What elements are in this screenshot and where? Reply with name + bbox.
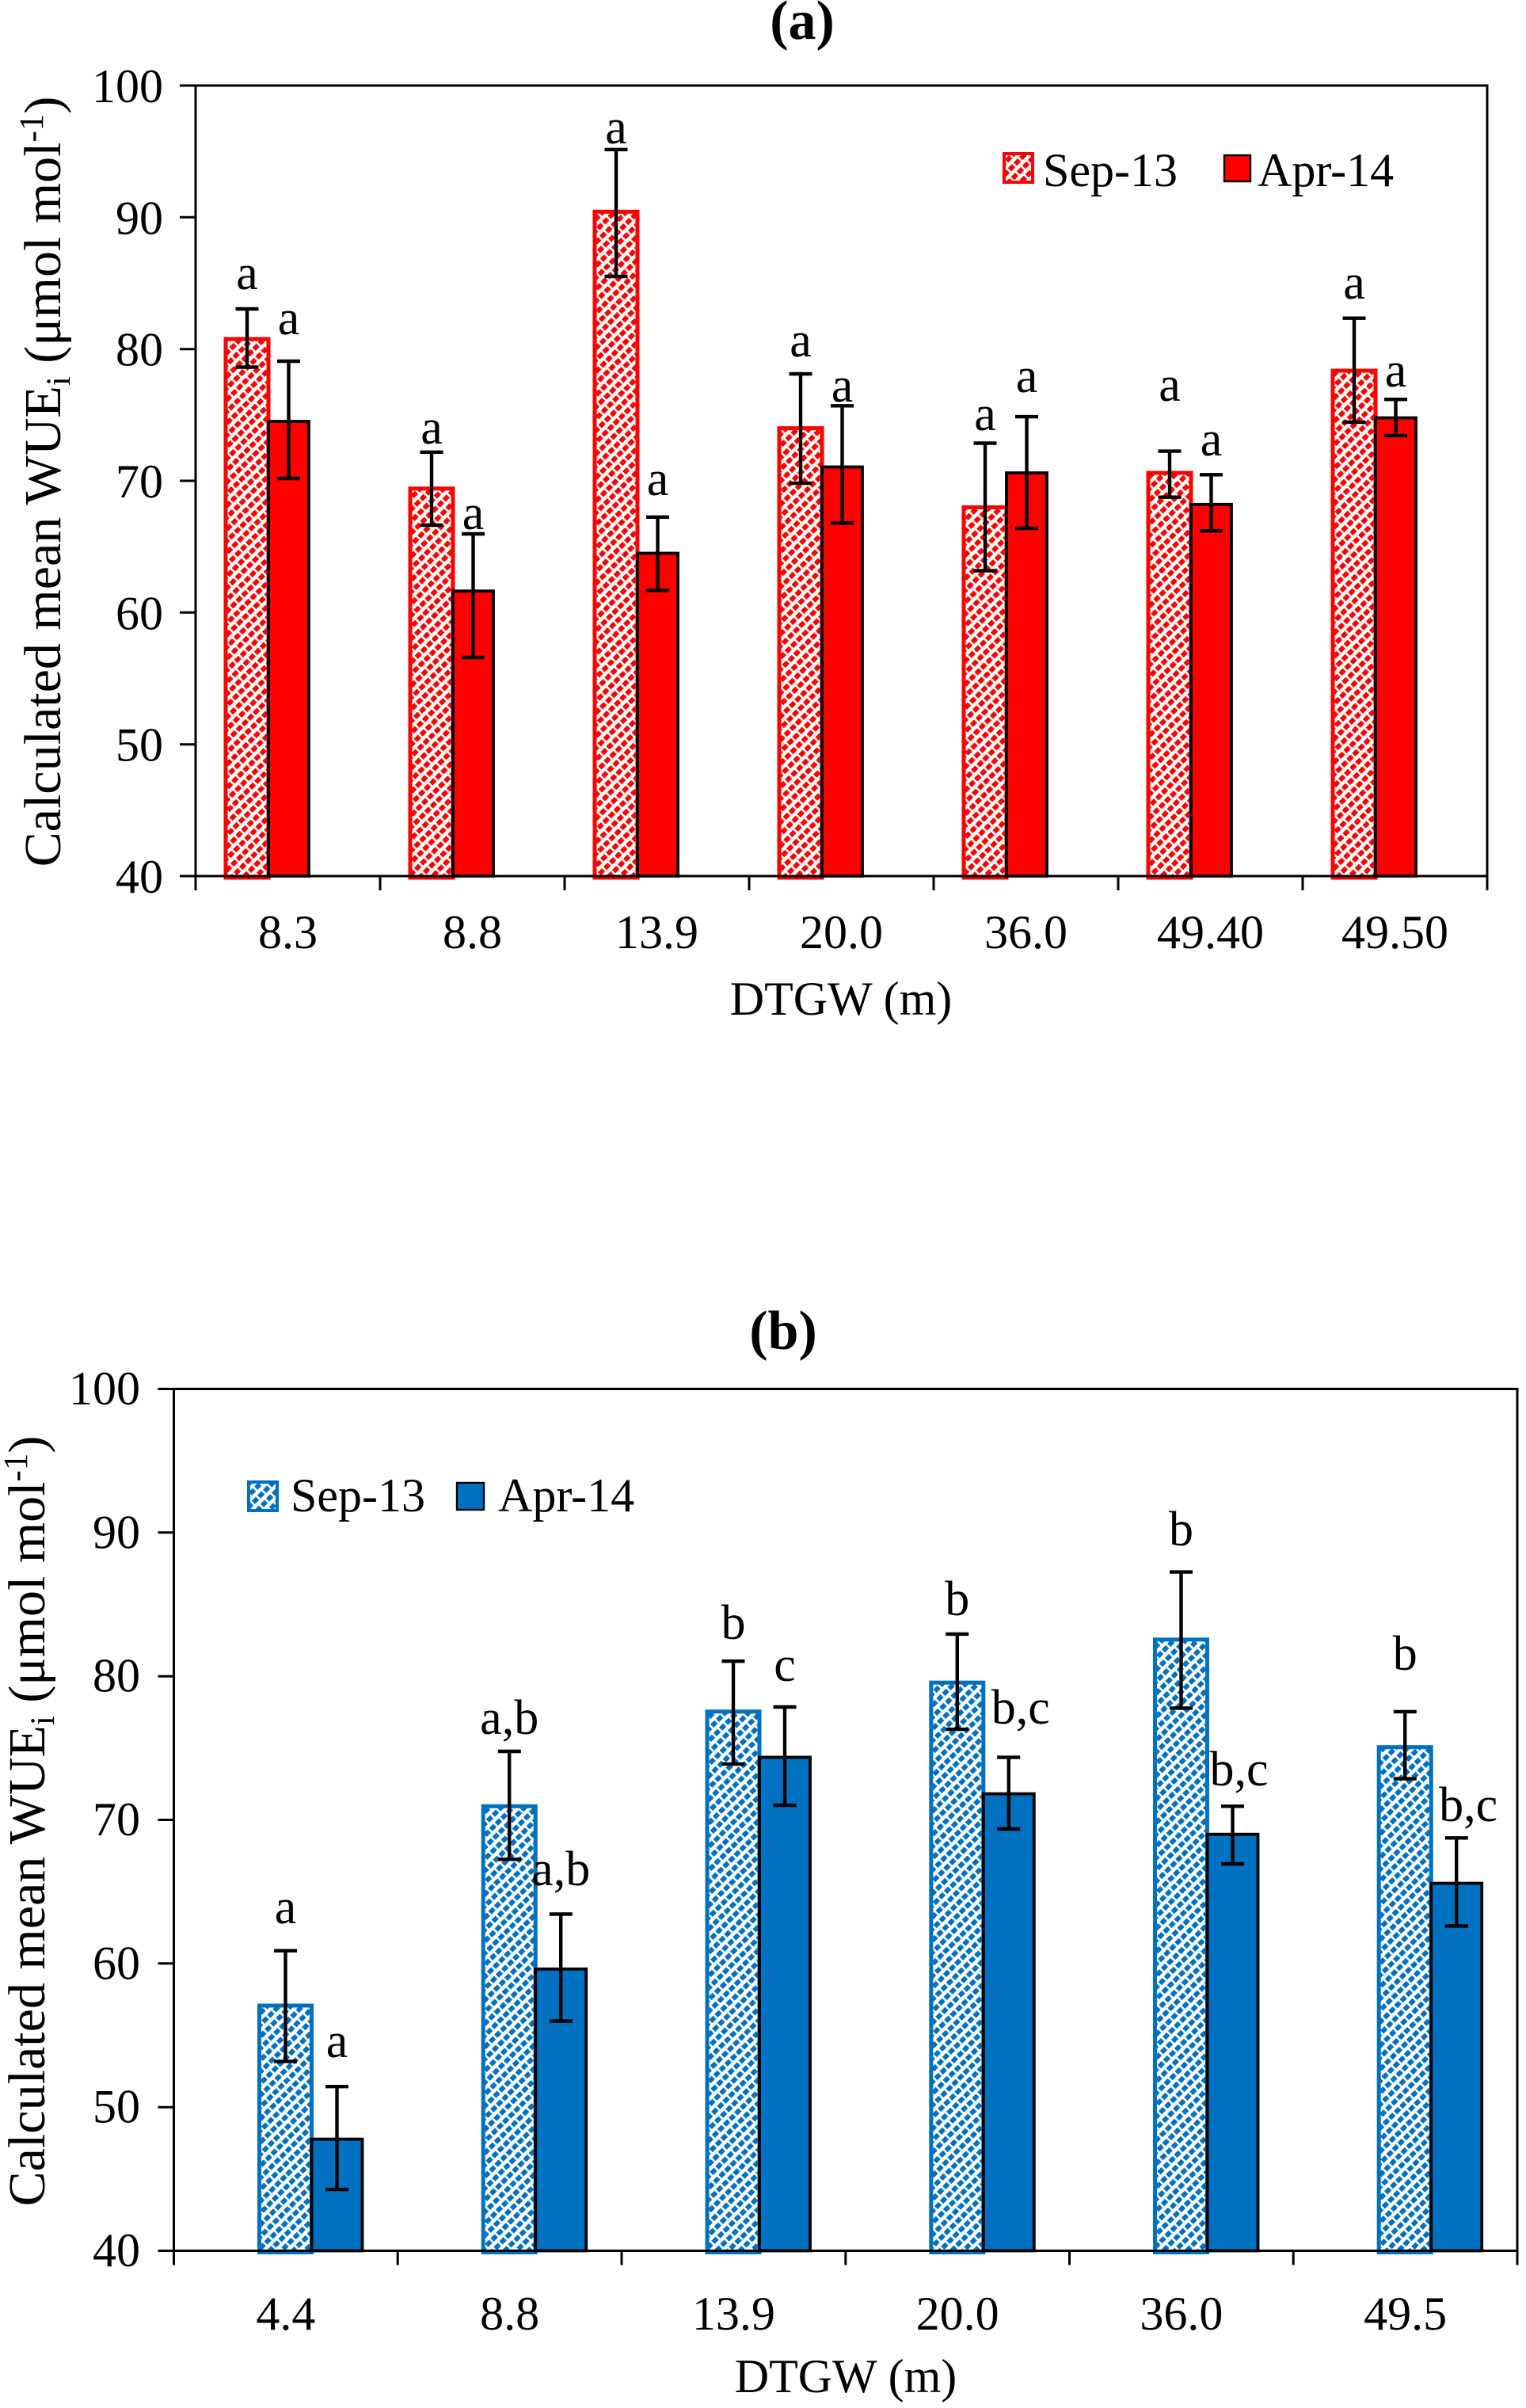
svg-text:a,b: a,b: [480, 1691, 538, 1745]
svg-text:Apr-14: Apr-14: [498, 1469, 634, 1522]
svg-text:a: a: [1343, 256, 1365, 310]
svg-text:a: a: [1201, 413, 1223, 467]
svg-text:Sep-13: Sep-13: [1043, 144, 1178, 196]
svg-text:a: a: [462, 486, 485, 540]
svg-text:DTGW (m): DTGW (m): [735, 2350, 957, 2402]
svg-text:b: b: [945, 1572, 969, 1626]
svg-text:a,b: a,b: [531, 1842, 590, 1896]
svg-text:80: 80: [93, 1650, 140, 1702]
svg-text:60: 60: [116, 587, 163, 639]
svg-text:a: a: [974, 387, 996, 441]
svg-text:100: 100: [69, 1362, 140, 1415]
svg-text:49.40: 49.40: [1157, 906, 1264, 958]
svg-text:70: 70: [93, 1793, 140, 1846]
svg-text:4.4: 4.4: [256, 2288, 315, 2340]
svg-text:40: 40: [93, 2224, 140, 2277]
svg-text:b: b: [1169, 1503, 1193, 1556]
svg-text:a: a: [326, 2014, 348, 2068]
svg-text:90: 90: [116, 192, 163, 244]
svg-text:a: a: [275, 1880, 297, 1934]
svg-text:a: a: [236, 246, 258, 300]
svg-text:8.8: 8.8: [480, 2288, 539, 2340]
svg-text:a: a: [278, 291, 300, 345]
svg-text:(b): (b): [749, 1301, 817, 1362]
svg-text:a: a: [1385, 344, 1407, 398]
svg-text:a: a: [605, 101, 627, 154]
svg-text:40: 40: [116, 851, 163, 903]
svg-text:90: 90: [93, 1506, 140, 1558]
svg-text:60: 60: [93, 1937, 140, 1989]
svg-text:a: a: [1159, 358, 1181, 412]
svg-text:(a): (a): [770, 0, 835, 51]
svg-text:50: 50: [116, 719, 163, 772]
svg-text:a: a: [790, 314, 812, 368]
svg-text:100: 100: [92, 60, 163, 112]
svg-text:13.9: 13.9: [692, 2288, 775, 2340]
svg-text:c: c: [774, 1638, 796, 1692]
svg-text:70: 70: [116, 455, 163, 508]
svg-text:8.3: 8.3: [258, 906, 318, 958]
svg-text:20.0: 20.0: [800, 906, 883, 958]
svg-text:b,c: b,c: [1209, 1743, 1268, 1796]
svg-text:36.0: 36.0: [984, 906, 1067, 958]
svg-text:50: 50: [93, 2081, 140, 2133]
svg-text:b: b: [1393, 1627, 1418, 1681]
svg-text:80: 80: [116, 324, 163, 376]
svg-text:Apr-14: Apr-14: [1258, 144, 1394, 196]
svg-text:49.50: 49.50: [1341, 906, 1448, 958]
svg-text:Sep-13: Sep-13: [291, 1469, 425, 1522]
svg-text:49.5: 49.5: [1364, 2288, 1447, 2340]
svg-text:8.8: 8.8: [443, 906, 502, 958]
svg-text:Calculated mean WUEi (μmol mol: Calculated mean WUEi (μmol mol-1): [0, 1436, 62, 2207]
svg-text:a: a: [1016, 349, 1038, 403]
svg-text:a: a: [647, 452, 669, 506]
svg-text:13.9: 13.9: [615, 906, 698, 958]
svg-text:b,c: b,c: [991, 1681, 1050, 1735]
svg-text:Calculated mean WUEi (μmol mol: Calculated mean WUEi (μmol mol-1): [13, 97, 78, 867]
svg-text:DTGW (m): DTGW (m): [730, 973, 953, 1025]
svg-text:b,c: b,c: [1439, 1778, 1497, 1832]
svg-text:a: a: [831, 359, 854, 413]
svg-text:20.0: 20.0: [916, 2288, 999, 2340]
svg-text:a: a: [421, 401, 443, 455]
svg-text:b: b: [721, 1596, 746, 1650]
svg-text:36.0: 36.0: [1140, 2288, 1223, 2340]
